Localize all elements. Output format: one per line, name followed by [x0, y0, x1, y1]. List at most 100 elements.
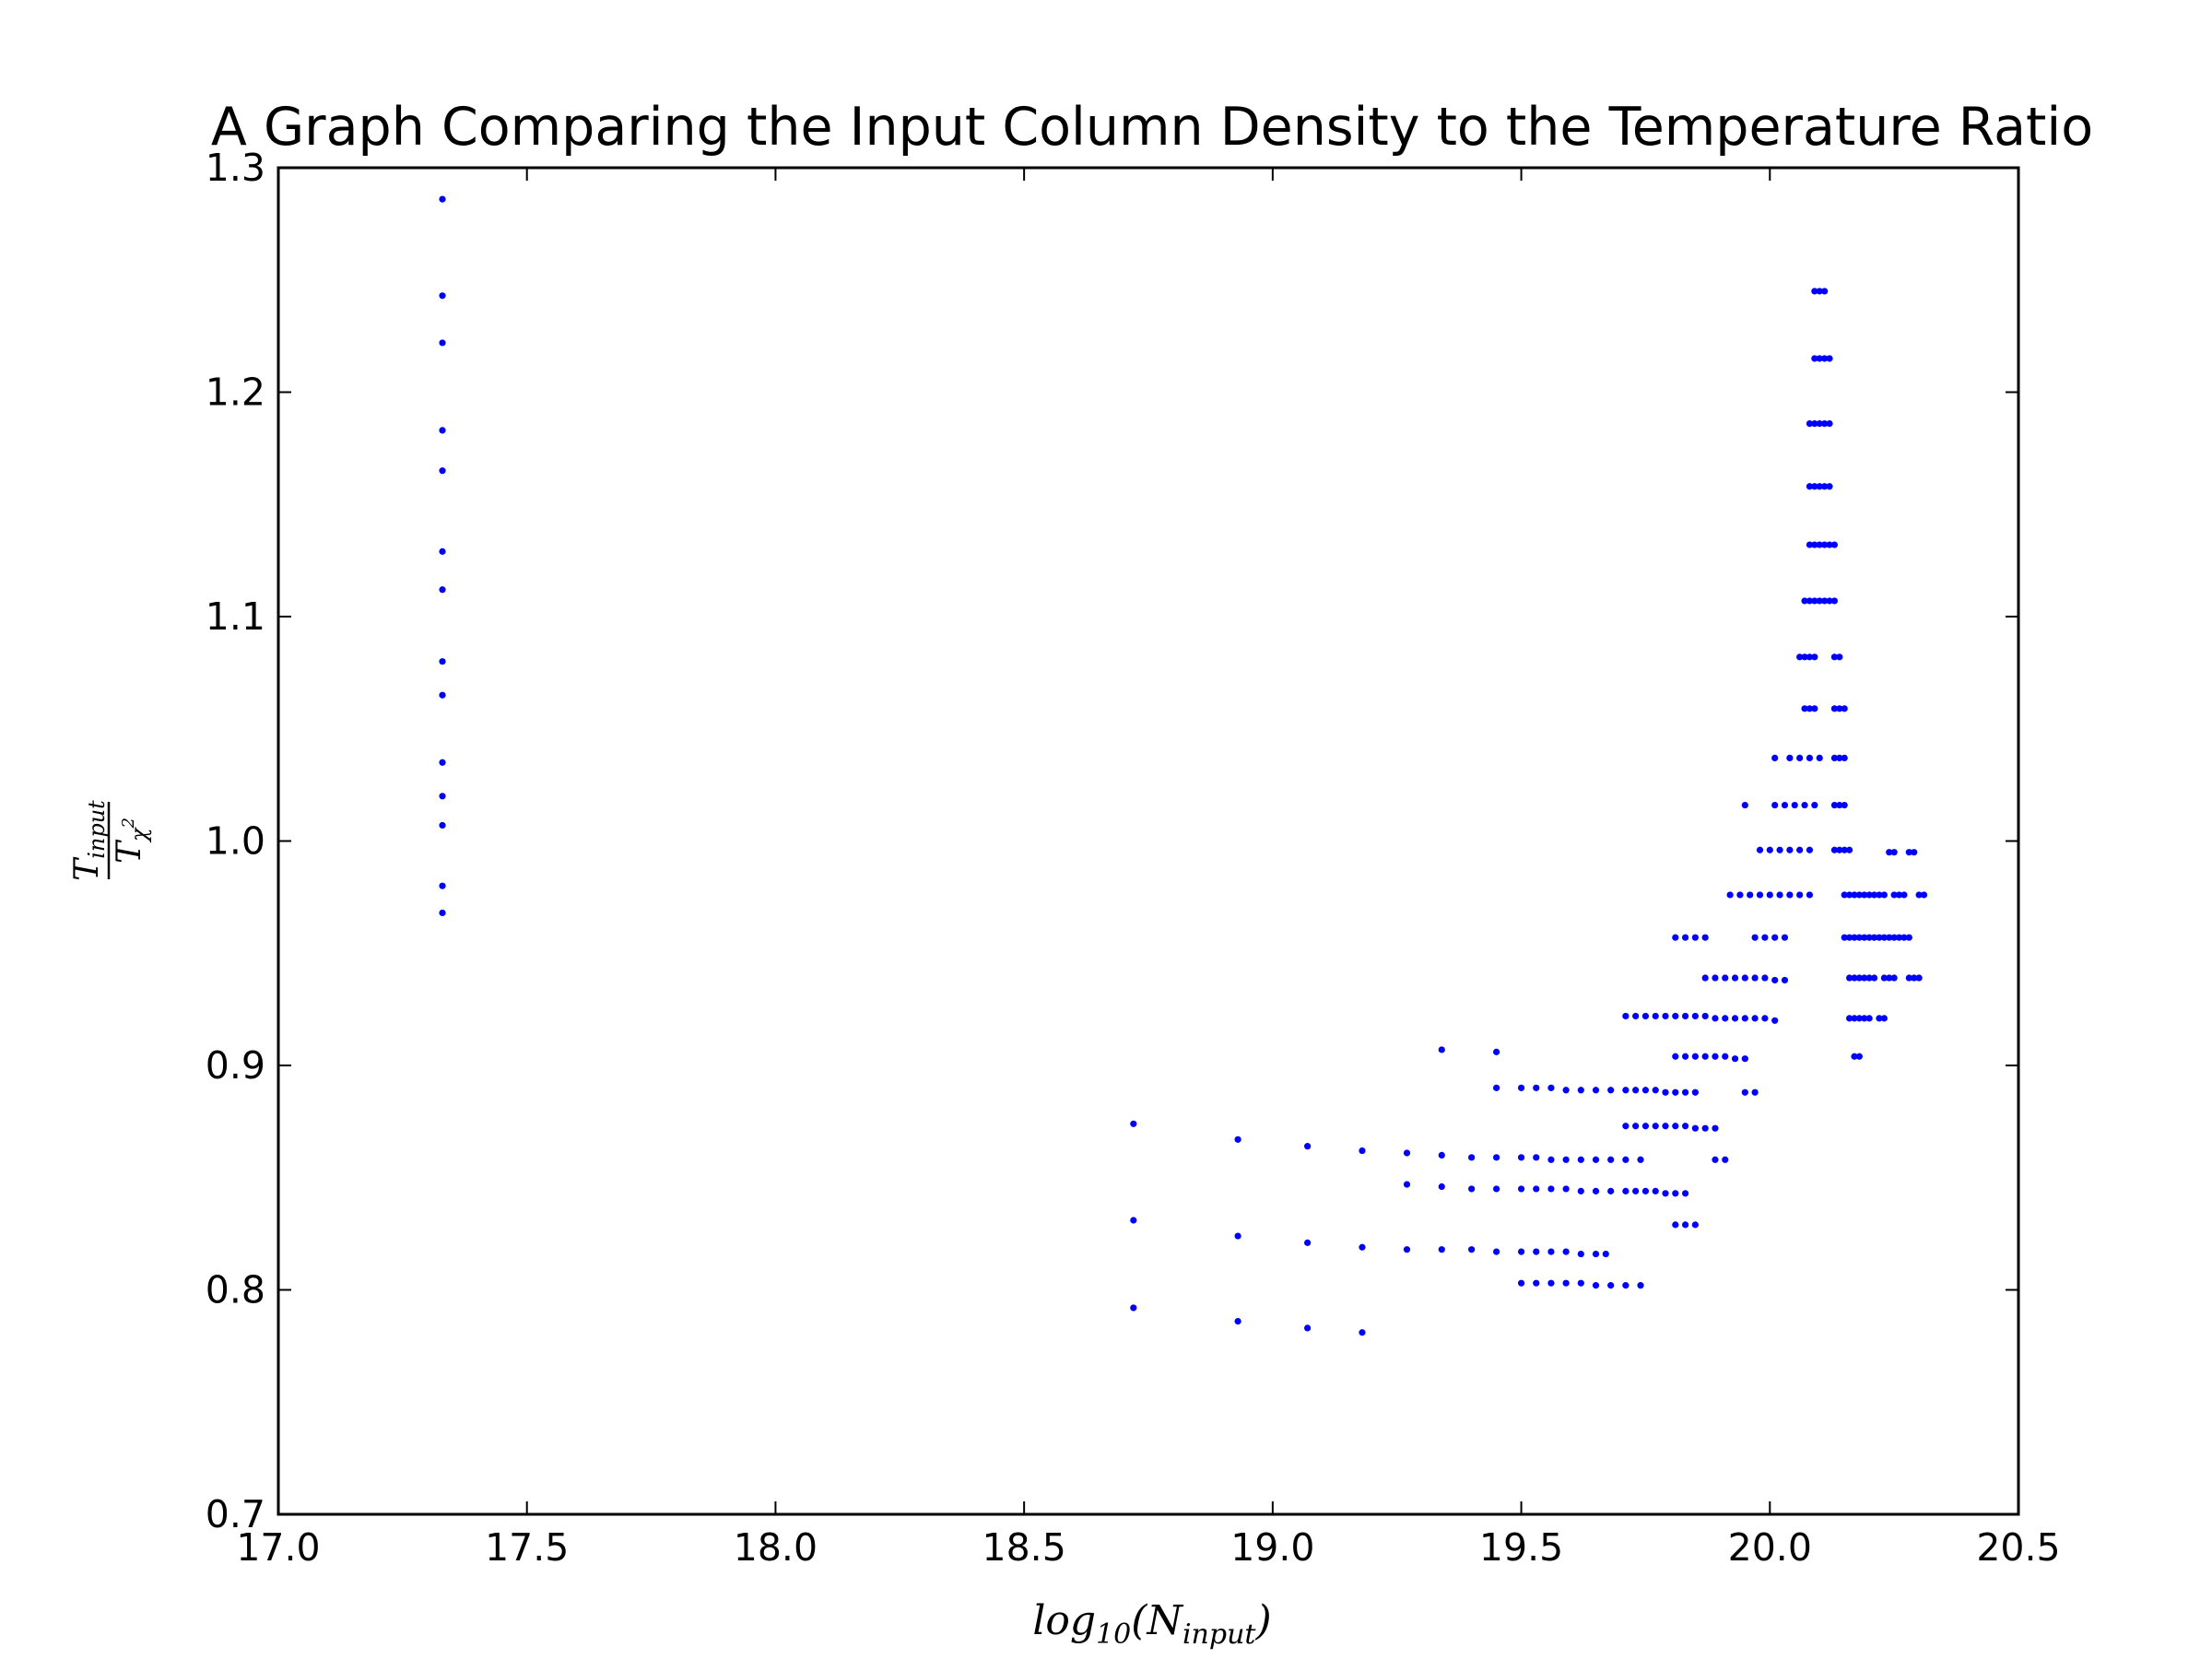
data-point — [1865, 934, 1873, 941]
data-point — [1234, 1135, 1241, 1143]
data-point — [1806, 483, 1814, 490]
data-point — [1681, 1123, 1689, 1130]
data-point — [1652, 1012, 1659, 1020]
data-point — [1806, 846, 1814, 853]
data-point — [1861, 1015, 1868, 1022]
data-point — [1776, 846, 1783, 853]
data-point — [1562, 1156, 1570, 1163]
data-point — [1836, 846, 1843, 853]
data-point — [1726, 891, 1734, 899]
data-point — [1771, 976, 1779, 984]
data-point — [1701, 934, 1709, 941]
data-point — [1841, 801, 1848, 809]
data-point — [1652, 1187, 1659, 1194]
data-point — [1438, 1182, 1445, 1191]
data-point — [1652, 1087, 1659, 1094]
data-point — [1851, 974, 1858, 982]
data-point — [1731, 1055, 1739, 1063]
data-point — [1712, 974, 1719, 982]
data-point — [1855, 974, 1863, 982]
data-point — [1359, 1243, 1366, 1251]
data-point — [1681, 934, 1689, 941]
data-point — [1851, 891, 1858, 899]
data-point — [1816, 754, 1823, 762]
data-point — [1662, 1190, 1669, 1197]
data-point — [1811, 541, 1818, 548]
data-point — [1771, 801, 1779, 809]
data-point — [1691, 1088, 1699, 1096]
plot-frame — [276, 166, 2020, 1516]
y-axis-label-denominator: Tχ2 — [111, 818, 152, 864]
data-point — [1781, 801, 1789, 809]
data-point — [1547, 1279, 1555, 1287]
data-point — [1870, 891, 1878, 899]
data-point — [1816, 419, 1823, 428]
data-point — [1672, 1190, 1679, 1197]
data-point — [1130, 1120, 1137, 1127]
data-point — [1637, 1156, 1644, 1163]
data-point — [1741, 974, 1748, 982]
data-point — [1761, 974, 1769, 982]
data-point — [1830, 705, 1839, 712]
data-point — [1801, 597, 1808, 605]
data-point — [1816, 541, 1823, 548]
data-point — [1359, 1329, 1366, 1336]
data-point — [1816, 597, 1823, 605]
x-tick-label: 17.0 — [236, 1525, 320, 1570]
data-point — [1865, 1015, 1873, 1022]
data-point — [1826, 419, 1833, 428]
data-point — [1836, 705, 1843, 712]
data-point — [1915, 891, 1923, 899]
data-point — [1841, 891, 1848, 899]
data-point — [1632, 1087, 1640, 1094]
x-axis-label-sub: 10 — [1096, 1618, 1131, 1651]
data-point — [1731, 1015, 1739, 1022]
data-point — [1533, 1248, 1540, 1255]
data-point — [1751, 934, 1759, 941]
data-point — [1637, 1282, 1644, 1289]
axis-ticks: 17.0 17.5 18.0 18.5 19.0 19.5 20.0 20.5 0.7 0.8 0.… — [206, 146, 2061, 1570]
data-point — [1870, 974, 1878, 982]
data-point — [1771, 1017, 1779, 1024]
data-point — [1905, 974, 1912, 982]
data-point — [1766, 891, 1773, 899]
data-point — [1493, 1154, 1500, 1161]
data-point — [1359, 1147, 1366, 1155]
data-point — [1641, 1123, 1650, 1130]
data-point — [1761, 1015, 1769, 1022]
data-point — [1900, 934, 1908, 941]
data-point — [1547, 1185, 1555, 1193]
data-point — [1641, 1187, 1650, 1194]
data-point — [1886, 849, 1893, 856]
data-point — [1845, 934, 1853, 941]
data-point — [1786, 754, 1794, 762]
data-point — [1895, 891, 1903, 899]
data-point — [1736, 891, 1744, 899]
data-point — [1886, 974, 1893, 982]
data-point — [1701, 1053, 1709, 1060]
data-point — [1517, 1185, 1525, 1193]
data-point — [439, 691, 446, 699]
data-points — [439, 195, 1928, 1336]
data-point — [1722, 1015, 1729, 1022]
data-point — [1761, 934, 1769, 941]
data-point — [1493, 1185, 1500, 1193]
data-point — [1876, 1015, 1883, 1022]
data-point — [1731, 974, 1739, 982]
data-point — [1880, 934, 1888, 941]
data-point — [439, 467, 446, 475]
y-tick-label: 1.3 — [206, 146, 265, 190]
data-point — [439, 909, 446, 917]
data-point — [1681, 1053, 1689, 1060]
data-point — [1622, 1012, 1630, 1020]
data-point — [1830, 801, 1839, 809]
data-point — [1830, 541, 1839, 548]
data-point — [1811, 597, 1818, 605]
data-point — [1562, 1185, 1570, 1193]
data-point — [1622, 1282, 1630, 1289]
data-point — [439, 821, 446, 830]
y-tick-label: 0.8 — [206, 1268, 265, 1312]
data-point — [1722, 1156, 1729, 1163]
data-point — [1821, 288, 1829, 295]
